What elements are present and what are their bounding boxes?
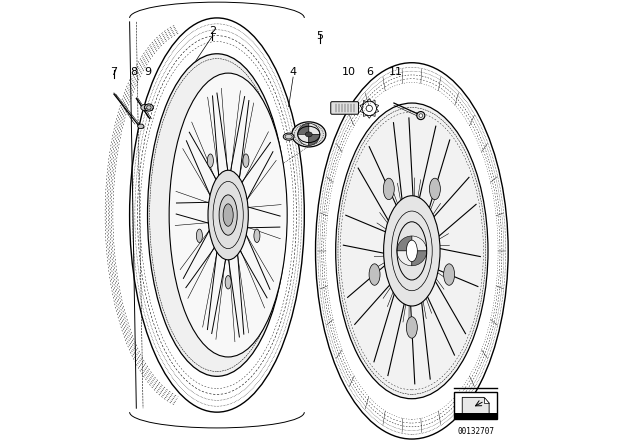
- Wedge shape: [309, 134, 320, 146]
- Ellipse shape: [444, 264, 454, 285]
- Polygon shape: [484, 397, 489, 403]
- Text: 7: 7: [110, 67, 118, 77]
- Ellipse shape: [223, 204, 233, 226]
- Ellipse shape: [208, 170, 248, 260]
- Ellipse shape: [419, 114, 422, 117]
- Ellipse shape: [406, 317, 417, 338]
- Ellipse shape: [148, 54, 287, 376]
- Text: 9: 9: [144, 67, 151, 77]
- Ellipse shape: [366, 105, 372, 112]
- Ellipse shape: [305, 132, 312, 137]
- Text: 4: 4: [289, 67, 297, 77]
- Wedge shape: [412, 251, 427, 266]
- Ellipse shape: [369, 264, 380, 285]
- Ellipse shape: [292, 122, 326, 147]
- Wedge shape: [397, 251, 412, 266]
- Text: 2: 2: [209, 26, 216, 36]
- Ellipse shape: [225, 276, 231, 289]
- Text: 5: 5: [317, 31, 323, 41]
- Ellipse shape: [406, 240, 417, 262]
- Text: 8: 8: [131, 67, 138, 77]
- Ellipse shape: [383, 196, 440, 306]
- Ellipse shape: [429, 178, 440, 200]
- Bar: [454, 413, 497, 419]
- Ellipse shape: [169, 73, 287, 357]
- Wedge shape: [298, 134, 309, 146]
- FancyBboxPatch shape: [331, 102, 358, 114]
- Wedge shape: [309, 123, 320, 134]
- Text: 6: 6: [366, 67, 372, 77]
- Wedge shape: [397, 236, 412, 251]
- Ellipse shape: [316, 63, 508, 439]
- Text: 1: 1: [451, 320, 458, 330]
- Ellipse shape: [335, 103, 488, 399]
- Ellipse shape: [138, 124, 144, 129]
- Ellipse shape: [254, 229, 260, 242]
- Text: 00132707: 00132707: [457, 427, 494, 436]
- Wedge shape: [412, 236, 427, 251]
- Wedge shape: [298, 123, 309, 134]
- Ellipse shape: [207, 154, 213, 168]
- Ellipse shape: [417, 112, 425, 120]
- Ellipse shape: [219, 195, 237, 235]
- Ellipse shape: [383, 178, 394, 200]
- Ellipse shape: [284, 133, 294, 140]
- Polygon shape: [462, 397, 489, 414]
- Text: 10: 10: [342, 67, 356, 77]
- Ellipse shape: [130, 18, 305, 412]
- Ellipse shape: [196, 229, 202, 242]
- Ellipse shape: [243, 154, 249, 168]
- Bar: [454, 392, 497, 419]
- Text: 11: 11: [389, 67, 403, 77]
- Text: 3: 3: [205, 67, 211, 77]
- Ellipse shape: [141, 104, 150, 111]
- Ellipse shape: [145, 104, 154, 111]
